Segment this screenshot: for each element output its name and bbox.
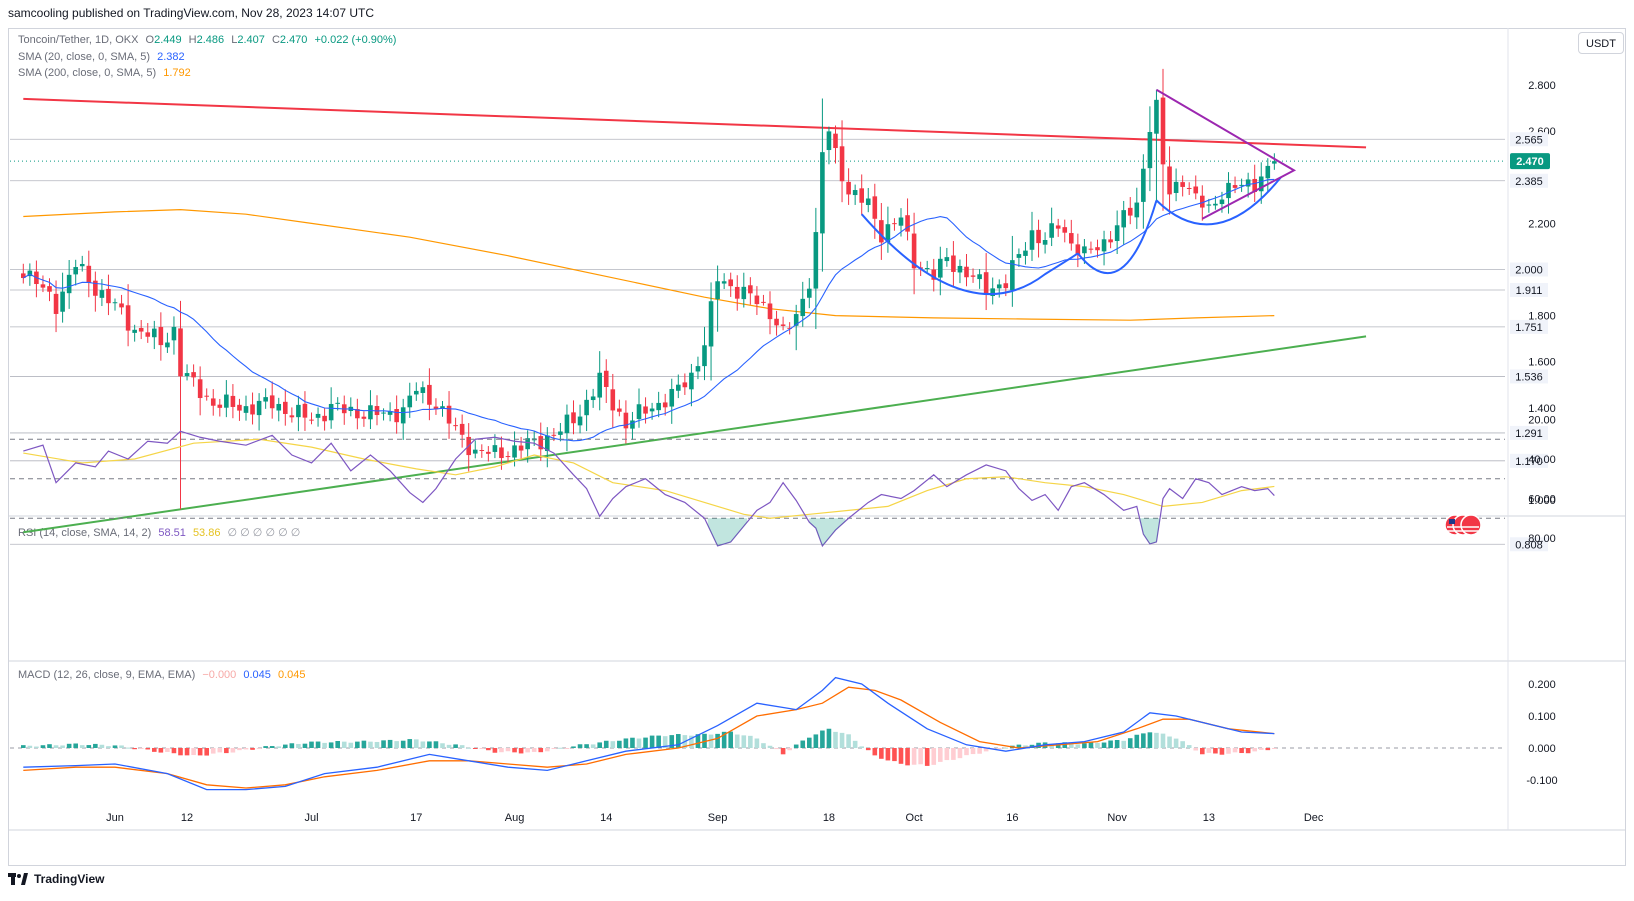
tradingview-logo-icon: [8, 873, 28, 885]
macd-hist-value: −0.000: [202, 669, 237, 681]
rsi-ma-value: 53.86: [192, 527, 221, 539]
close-value: 2.470: [279, 34, 308, 46]
currency-button[interactable]: USDT: [1578, 32, 1624, 54]
high-value: 2.486: [196, 34, 225, 46]
chart-frame: [8, 28, 1626, 866]
rsi-empty-values: ∅ ∅ ∅ ∅ ∅ ∅: [227, 527, 301, 539]
sma200-legend[interactable]: SMA (200, close, 0, SMA, 5) 1.792: [18, 67, 191, 79]
sma20-value: 2.382: [157, 51, 185, 63]
rsi-legend[interactable]: RSI (14, close, SMA, 14, 2) 58.51 53.86 …: [18, 527, 301, 539]
macd-signal-value: 0.045: [277, 669, 306, 681]
open-value: 2.449: [154, 34, 182, 46]
symbol-label[interactable]: Toncoin/Tether, 1D, OKX: [18, 34, 139, 46]
macd-value: 0.045: [243, 669, 271, 681]
main-legend: Toncoin/Tether, 1D, OKX O2.449 H2.486 L2…: [18, 34, 397, 46]
sma200-value: 1.792: [163, 67, 191, 79]
tradingview-logo[interactable]: TradingView: [8, 872, 104, 886]
sma20-legend[interactable]: SMA (20, close, 0, SMA, 5) 2.382: [18, 51, 185, 63]
low-value: 2.407: [237, 34, 265, 46]
macd-legend[interactable]: MACD (12, 26, close, 9, EMA, EMA) −0.000…: [18, 669, 306, 681]
change-value: +0.022 (+0.90%): [314, 34, 397, 46]
rsi-value: 58.51: [158, 527, 186, 539]
publisher-line: samcooling published on TradingView.com,…: [8, 6, 374, 20]
